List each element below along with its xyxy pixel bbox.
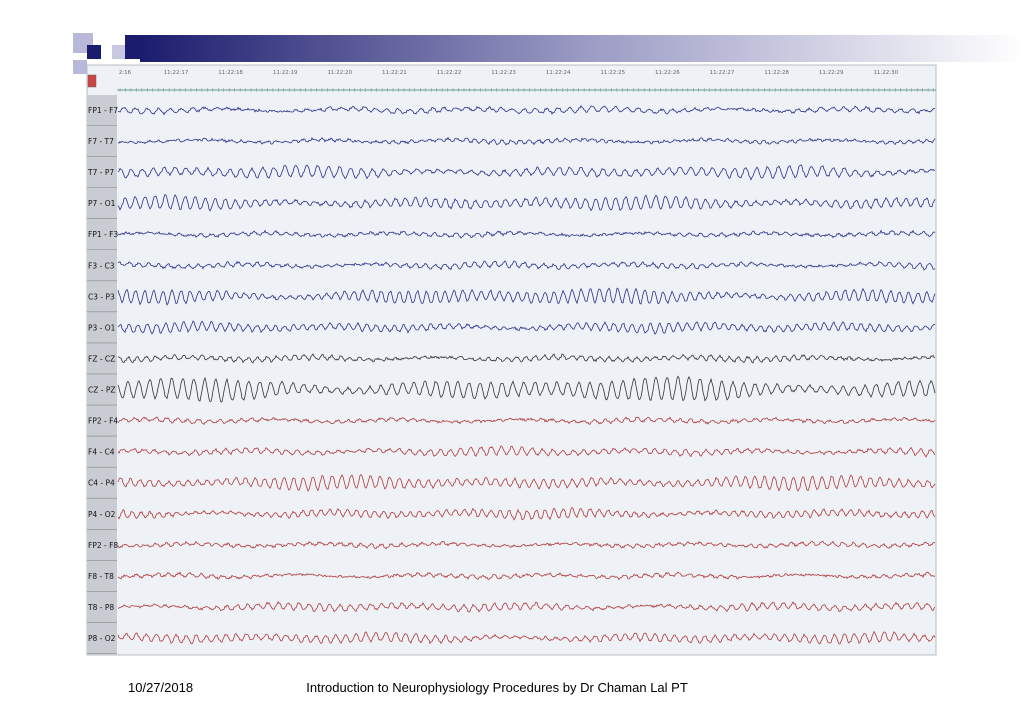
eeg-trace (117, 136, 936, 146)
eeg-trace (117, 353, 936, 364)
footer-date: 10/27/2018 (128, 680, 194, 695)
eeg-trace (117, 507, 936, 521)
deco-square (112, 45, 126, 59)
channel-label: FP2 - F4 (88, 417, 118, 426)
icon (87, 74, 97, 88)
time-label: 11:22:27 (710, 70, 735, 76)
time-label: 11:22:19 (273, 70, 298, 76)
channel-label: P7 - O1 (88, 199, 116, 208)
eeg-trace (117, 320, 936, 335)
channel-label: FZ - CZ (88, 354, 115, 363)
channel-label: F8 - T8 (88, 572, 114, 581)
time-label: 11:22:20 (327, 70, 352, 76)
channel-label: FP1 - F7 (88, 106, 118, 115)
eeg-trace (117, 474, 936, 492)
channel-label: C3 - P3 (88, 292, 115, 301)
eeg-trace (117, 416, 936, 426)
time-label: 11:22:29 (819, 70, 844, 76)
eeg-trace (117, 260, 936, 271)
eeg-trace (117, 375, 936, 403)
time-label: 11:22:26 (655, 70, 680, 76)
channel-label: F3 - C3 (88, 261, 115, 270)
footer-text: Introduction to Neurophysiology Procedur… (306, 680, 688, 695)
eeg-trace (117, 445, 936, 458)
eeg-trace (117, 630, 936, 645)
time-label: 11:22:25 (600, 70, 625, 76)
channel-label: FP2 - F8 (88, 541, 118, 550)
eeg-trace (117, 193, 936, 212)
time-label: 11:22:21 (382, 70, 407, 76)
channel-label: C4 - P4 (88, 479, 115, 488)
channel-label: F7 - T7 (88, 137, 114, 146)
eeg-trace (117, 104, 936, 116)
eeg-trace (117, 571, 936, 581)
time-label: 11:22:28 (764, 70, 789, 76)
deco-square (87, 45, 101, 59)
header-bar (140, 35, 1024, 62)
channel-label: P8 - O2 (88, 634, 116, 643)
time-label: 11:22:30 (873, 70, 898, 76)
channel-label: P3 - O1 (88, 323, 116, 332)
eeg-panel (86, 64, 937, 656)
time-label: 11:22:24 (546, 70, 571, 76)
channel-label: T8 - P8 (87, 603, 114, 612)
channel-label: P4 - O2 (88, 510, 116, 519)
label-column (87, 95, 117, 655)
eeg-trace (117, 229, 936, 239)
time-label: 11:22:22 (437, 70, 462, 76)
deco-square (125, 35, 140, 59)
channel-label: F4 - C4 (88, 448, 115, 457)
time-label: 11:22:18 (218, 70, 243, 76)
channel-label: FP1 - F3 (88, 230, 118, 239)
eeg-trace (117, 164, 936, 181)
channel-label: T7 - P7 (87, 168, 114, 177)
eeg-trace (117, 287, 936, 306)
eeg-trace (117, 540, 936, 550)
deco-square (73, 60, 87, 74)
eeg-traces: 2:16 11:22:17 11:22:18 11:22:19 11:22:20 11:2… (87, 70, 936, 654)
time-label: 11:22:17 (164, 70, 189, 76)
channel-label: CZ - PZ (88, 386, 116, 395)
time-label: 11:22:23 (491, 70, 516, 76)
time-label: 2:16 (119, 70, 132, 76)
eeg-trace (117, 601, 936, 613)
